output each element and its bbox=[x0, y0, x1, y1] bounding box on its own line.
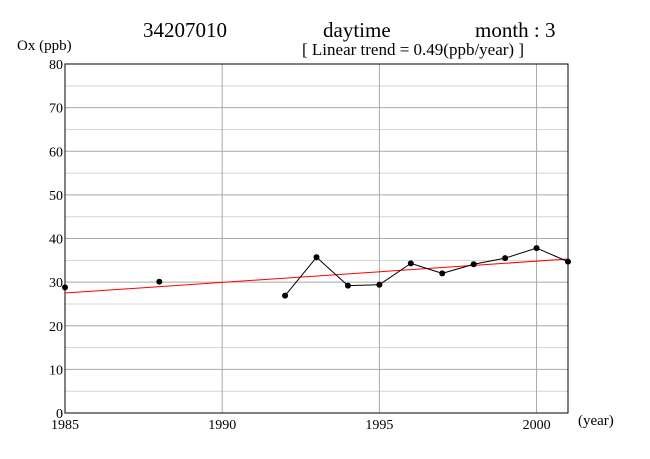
x-tick-label: 1995 bbox=[365, 418, 393, 433]
data-point bbox=[282, 292, 289, 299]
data-point bbox=[62, 284, 68, 291]
series-segment bbox=[316, 256, 349, 286]
x-tick-label: 1990 bbox=[208, 418, 236, 433]
data-point bbox=[407, 260, 414, 267]
plot-frame bbox=[64, 63, 569, 414]
y-tick-label: 80 bbox=[49, 58, 63, 73]
series-segment bbox=[536, 247, 569, 263]
y-axis-label: Ox (ppb) bbox=[17, 38, 72, 54]
data-point bbox=[565, 258, 571, 265]
trend-line bbox=[64, 258, 569, 294]
y-tick-label: 60 bbox=[49, 145, 63, 160]
data-point bbox=[439, 270, 446, 277]
series-segment bbox=[504, 247, 537, 259]
trend-layer bbox=[64, 258, 569, 294]
series-segment bbox=[284, 256, 317, 296]
data-point bbox=[313, 254, 320, 261]
axis-ticks: 0 10 20 30 40 50 60 70 80 1985 1990 1995 2000 bbox=[49, 58, 551, 433]
data-point bbox=[376, 281, 383, 288]
series-layer bbox=[62, 245, 571, 299]
y-tick-label: 40 bbox=[49, 233, 63, 248]
series-segment bbox=[410, 262, 443, 274]
y-tick-label: 70 bbox=[49, 102, 63, 117]
series-segment bbox=[442, 263, 474, 274]
y-tick-label: 50 bbox=[49, 189, 63, 204]
y-tick-label: 20 bbox=[49, 320, 63, 335]
x-tick-label: 1985 bbox=[51, 418, 79, 433]
y-tick-label: 0 bbox=[56, 407, 63, 422]
y-tick-label: 30 bbox=[49, 276, 63, 291]
grid bbox=[65, 64, 568, 413]
series-segment bbox=[379, 262, 412, 286]
data-point bbox=[502, 255, 509, 262]
data-point bbox=[533, 245, 540, 252]
station-code: 34207010 bbox=[143, 18, 227, 42]
x-axis-label: (year) bbox=[578, 413, 614, 429]
data-point bbox=[344, 282, 351, 289]
month-label: month : 3 bbox=[475, 18, 556, 42]
data-point bbox=[470, 261, 477, 268]
trend-annotation: [ Linear trend = 0.49(ppb/year) ] bbox=[302, 40, 524, 59]
y-tick-label: 10 bbox=[49, 363, 63, 378]
data-point bbox=[156, 278, 163, 285]
series-segment bbox=[347, 284, 380, 287]
period-label: daytime bbox=[323, 18, 391, 42]
series-segment bbox=[473, 257, 506, 265]
x-tick-label: 2000 bbox=[523, 418, 551, 433]
